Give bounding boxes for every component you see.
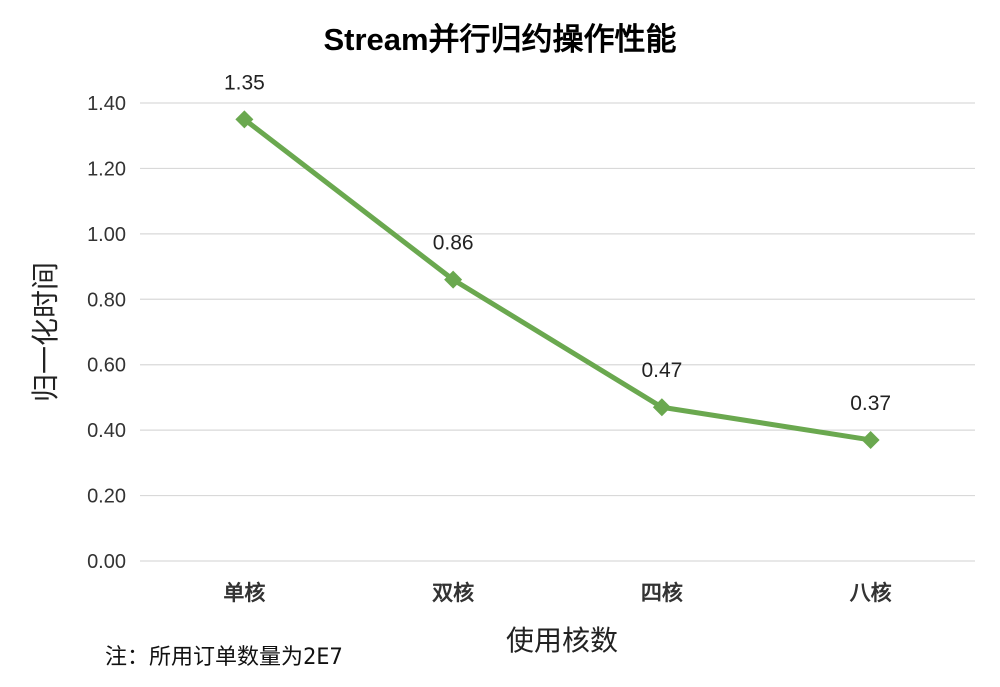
y-tick-label: 0.80 xyxy=(87,289,126,311)
y-axis-title: 归一化时间 xyxy=(30,262,61,402)
data-point-marker xyxy=(235,110,254,129)
data-point-marker xyxy=(861,430,880,449)
series-line: 1.35 0.86 0.47 0.37 xyxy=(224,71,891,449)
x-tick-labels: 单核 双核 四核 八核 xyxy=(223,581,891,605)
y-tick-label: 0.40 xyxy=(87,420,126,442)
y-tick-label: 1.20 xyxy=(87,158,126,180)
y-tick-label: 0.60 xyxy=(87,355,126,377)
x-tick-label: 八核 xyxy=(850,581,892,605)
x-tick-label: 单核 xyxy=(223,581,265,605)
data-label: 0.86 xyxy=(433,232,474,255)
footnote: 注：所用订单数量为2E7 xyxy=(105,645,343,670)
gridlines xyxy=(140,102,975,562)
data-point-marker xyxy=(652,398,671,417)
x-tick-label: 双核 xyxy=(432,581,474,605)
x-tick-label: 四核 xyxy=(641,581,683,605)
x-axis-title: 使用核数 xyxy=(506,625,618,656)
y-tick-label: 1.40 xyxy=(87,93,126,115)
series-path xyxy=(242,117,872,443)
data-label: 0.47 xyxy=(641,359,682,382)
data-label: 0.37 xyxy=(850,392,891,415)
chart-title: Stream并行归约操作性能 xyxy=(323,22,676,57)
data-label: 1.35 xyxy=(224,71,265,94)
y-tick-label: 0.20 xyxy=(87,486,126,508)
y-tick-labels: 0.00 0.20 0.40 0.60 0.80 1.00 1.20 1.40 xyxy=(87,93,126,573)
y-tick-label: 0.00 xyxy=(87,551,126,573)
data-point-marker xyxy=(444,270,463,289)
y-tick-label: 1.00 xyxy=(87,224,126,246)
